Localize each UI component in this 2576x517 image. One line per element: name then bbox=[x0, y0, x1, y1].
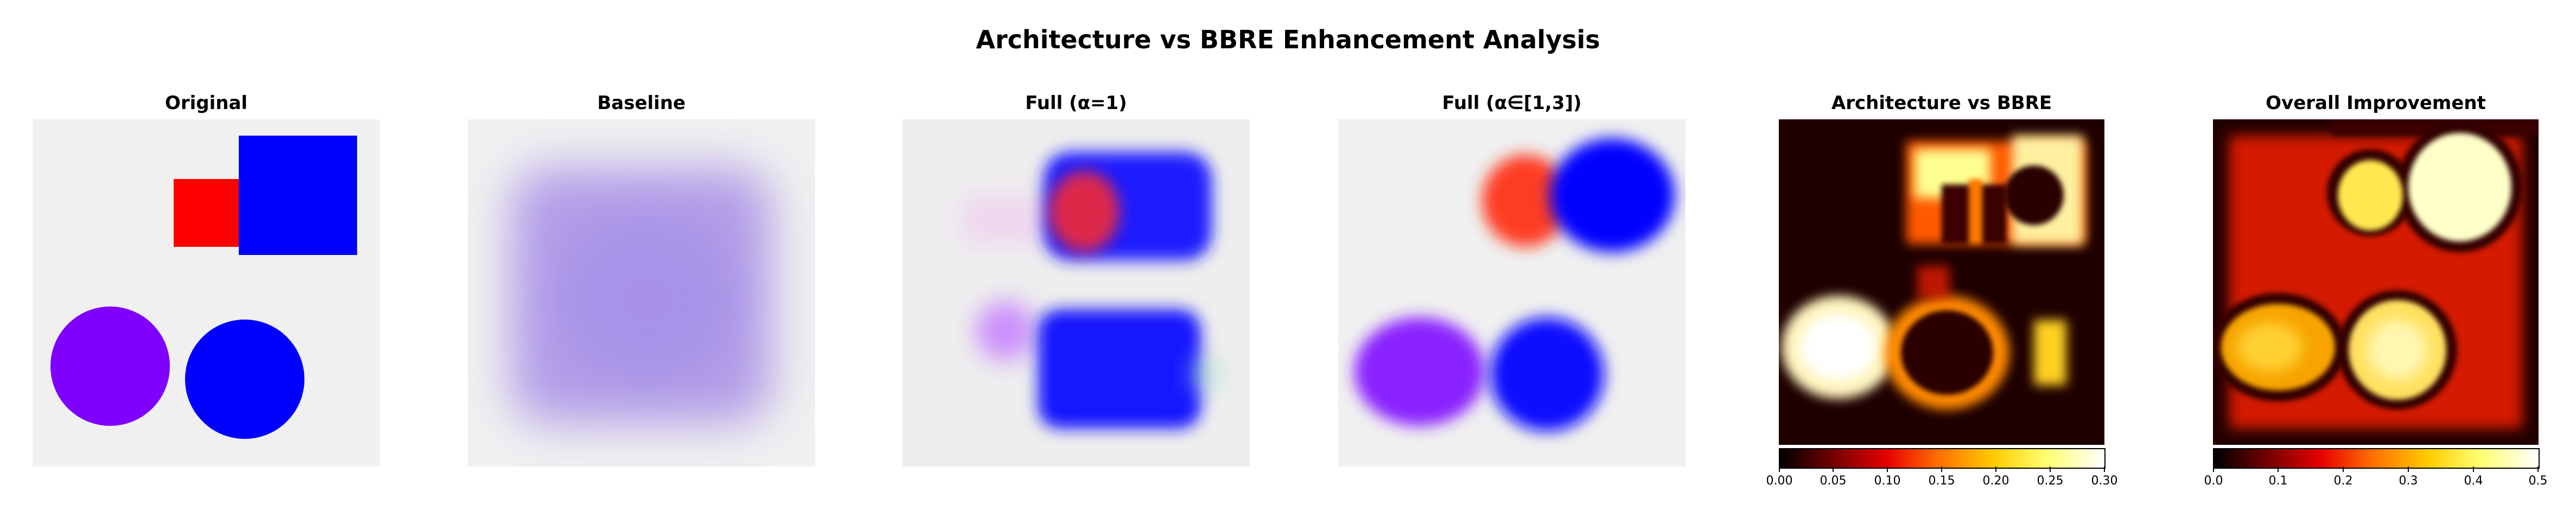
panel-title-full-alpha13: Full (α∈[1,3]) bbox=[1442, 92, 1582, 114]
red-square bbox=[174, 179, 241, 247]
cbar2-tick: 0.1 bbox=[2268, 474, 2288, 488]
arch-vs-bbre-heatmap bbox=[1779, 119, 2104, 445]
blue-circle bbox=[185, 320, 304, 439]
panel-title-baseline: Baseline bbox=[597, 92, 686, 114]
cbar2-tick: 0.4 bbox=[2464, 474, 2483, 488]
cbar2-tick: 0.2 bbox=[2333, 474, 2353, 488]
colorbar-arch-vs-bbre bbox=[1779, 448, 2106, 469]
cbar1-tick: 0.00 bbox=[1766, 474, 1793, 488]
cbar1-tick: 0.05 bbox=[1820, 474, 1847, 488]
panel-title-overall-improvement: Overall Improvement bbox=[2266, 92, 2486, 114]
cbar2-tick: 0.0 bbox=[2204, 474, 2223, 488]
purple-circle bbox=[50, 307, 170, 426]
panel-overall-improvement bbox=[2213, 119, 2539, 445]
figure-title: Architecture vs BBRE Enhancement Analysi… bbox=[976, 25, 1600, 54]
full-alpha13-image bbox=[1338, 119, 1685, 467]
cbar1-tick: 0.20 bbox=[1982, 474, 2009, 488]
panel-full-alpha13 bbox=[1338, 119, 1685, 467]
original-image bbox=[33, 119, 380, 467]
panel-original bbox=[33, 119, 380, 467]
cbar2-tick: 0.3 bbox=[2399, 474, 2418, 488]
overall-improvement-heatmap bbox=[2213, 119, 2539, 445]
cbar1-tick: 0.15 bbox=[1928, 474, 1955, 488]
panel-baseline bbox=[468, 119, 815, 467]
blue-square bbox=[239, 136, 357, 255]
cbar1-tick: 0.10 bbox=[1874, 474, 1901, 488]
full-alpha1-image bbox=[902, 119, 1250, 467]
colorbar-overall-improvement bbox=[2213, 448, 2540, 469]
panel-title-original: Original bbox=[164, 92, 248, 114]
cbar1-tick: 0.30 bbox=[2091, 474, 2118, 488]
baseline-image bbox=[468, 119, 815, 467]
cbar2-tick: 0.5 bbox=[2528, 474, 2548, 488]
panel-title-arch-vs-bbre: Architecture vs BBRE bbox=[1831, 92, 2052, 114]
panel-title-full-alpha1: Full (α=1) bbox=[1025, 92, 1127, 114]
cbar1-tick: 0.25 bbox=[2037, 474, 2064, 488]
panel-full-alpha1 bbox=[902, 119, 1250, 467]
panel-arch-vs-bbre bbox=[1779, 119, 2104, 445]
